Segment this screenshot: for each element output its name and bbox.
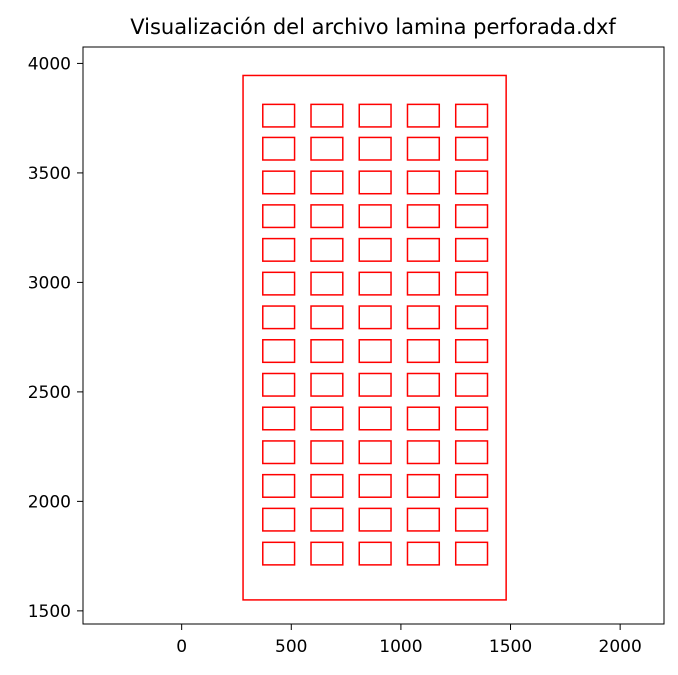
x-tick-label: 0 <box>176 637 187 657</box>
hole-r14-c4 <box>406 103 441 128</box>
hole-r7-c4 <box>406 339 441 364</box>
hole-r12-c3 <box>358 170 392 195</box>
hole-r7-c1 <box>262 339 296 364</box>
hole-r12-c5 <box>454 170 489 195</box>
hole-r6-c3 <box>358 372 392 397</box>
hole-r14-c2 <box>310 103 344 128</box>
hole-r6-c2 <box>310 372 344 397</box>
hole-r6-c5 <box>454 372 489 397</box>
hole-r10-c5 <box>454 237 489 262</box>
hole-r8-c2 <box>310 305 344 330</box>
hole-r9-c5 <box>454 271 489 296</box>
hole-r3-c5 <box>454 473 489 498</box>
hole-r10-c3 <box>358 237 392 262</box>
hole-r14-c3 <box>358 103 392 128</box>
x-tick-label: 1500 <box>489 637 532 657</box>
hole-r4-c2 <box>310 440 344 465</box>
hole-r1-c3 <box>358 541 392 566</box>
hole-r3-c1 <box>262 473 296 498</box>
hole-r11-c2 <box>310 204 344 229</box>
hole-r14-c5 <box>454 103 489 128</box>
hole-r5-c2 <box>310 406 344 431</box>
hole-r11-c5 <box>454 204 489 229</box>
hole-r11-c4 <box>406 204 441 229</box>
hole-r1-c5 <box>454 541 489 566</box>
hole-r5-c3 <box>358 406 392 431</box>
hole-r11-c1 <box>262 204 296 229</box>
hole-r7-c3 <box>358 339 392 364</box>
hole-r8-c5 <box>454 305 489 330</box>
hole-r13-c1 <box>262 136 296 161</box>
hole-r10-c4 <box>406 237 441 262</box>
y-tick-label: 1500 <box>28 602 71 622</box>
hole-r2-c3 <box>358 507 392 532</box>
plate-outline <box>242 74 507 601</box>
hole-r13-c2 <box>310 136 344 161</box>
x-tick-label: 500 <box>275 637 307 657</box>
y-tick-label: 4000 <box>28 54 71 74</box>
hole-r12-c1 <box>262 170 296 195</box>
hole-r5-c4 <box>406 406 441 431</box>
plot-content <box>242 74 507 601</box>
x-tick-label: 2000 <box>599 637 642 657</box>
hole-r1-c4 <box>406 541 441 566</box>
hole-r9-c3 <box>358 271 392 296</box>
hole-r2-c4 <box>406 507 441 532</box>
hole-r12-c4 <box>406 170 441 195</box>
y-tick-label: 3500 <box>28 164 71 184</box>
hole-r13-c5 <box>454 136 489 161</box>
hole-r9-c4 <box>406 271 441 296</box>
hole-r2-c1 <box>262 507 296 532</box>
hole-r2-c2 <box>310 507 344 532</box>
y-axis: 1500 2000 2500 3000 3500 4000 <box>28 54 83 622</box>
hole-r3-c3 <box>358 473 392 498</box>
x-tick-label: 1000 <box>379 637 422 657</box>
hole-r4-c4 <box>406 440 441 465</box>
hole-r3-c2 <box>310 473 344 498</box>
hole-r8-c3 <box>358 305 392 330</box>
hole-r3-c4 <box>406 473 441 498</box>
hole-r6-c4 <box>406 372 441 397</box>
hole-r13-c4 <box>406 136 441 161</box>
hole-r4-c5 <box>454 440 489 465</box>
y-tick-label: 3000 <box>28 273 71 293</box>
hole-r2-c5 <box>454 507 489 532</box>
hole-r11-c3 <box>358 204 392 229</box>
hole-r7-c2 <box>310 339 344 364</box>
hole-r8-c1 <box>262 305 296 330</box>
axes-frame <box>82 46 665 625</box>
hole-r9-c1 <box>262 271 296 296</box>
hole-r12-c2 <box>310 170 344 195</box>
hole-r1-c2 <box>310 541 344 566</box>
chart-title: Visualización del archivo lamina perfora… <box>130 15 616 39</box>
y-tick-label: 2000 <box>28 492 71 512</box>
x-axis: 0 500 1000 1500 2000 <box>176 624 642 657</box>
hole-r6-c1 <box>262 372 296 397</box>
hole-r5-c5 <box>454 406 489 431</box>
hole-r9-c2 <box>310 271 344 296</box>
hole-r10-c2 <box>310 237 344 262</box>
hole-r13-c3 <box>358 136 392 161</box>
hole-r14-c1 <box>262 103 296 128</box>
hole-r4-c1 <box>262 440 296 465</box>
hole-r5-c1 <box>262 406 296 431</box>
hole-r8-c4 <box>406 305 441 330</box>
hole-r4-c3 <box>358 440 392 465</box>
hole-r7-c5 <box>454 339 489 364</box>
hole-r10-c1 <box>262 237 296 262</box>
hole-r1-c1 <box>262 541 296 566</box>
y-tick-label: 2500 <box>28 383 71 403</box>
